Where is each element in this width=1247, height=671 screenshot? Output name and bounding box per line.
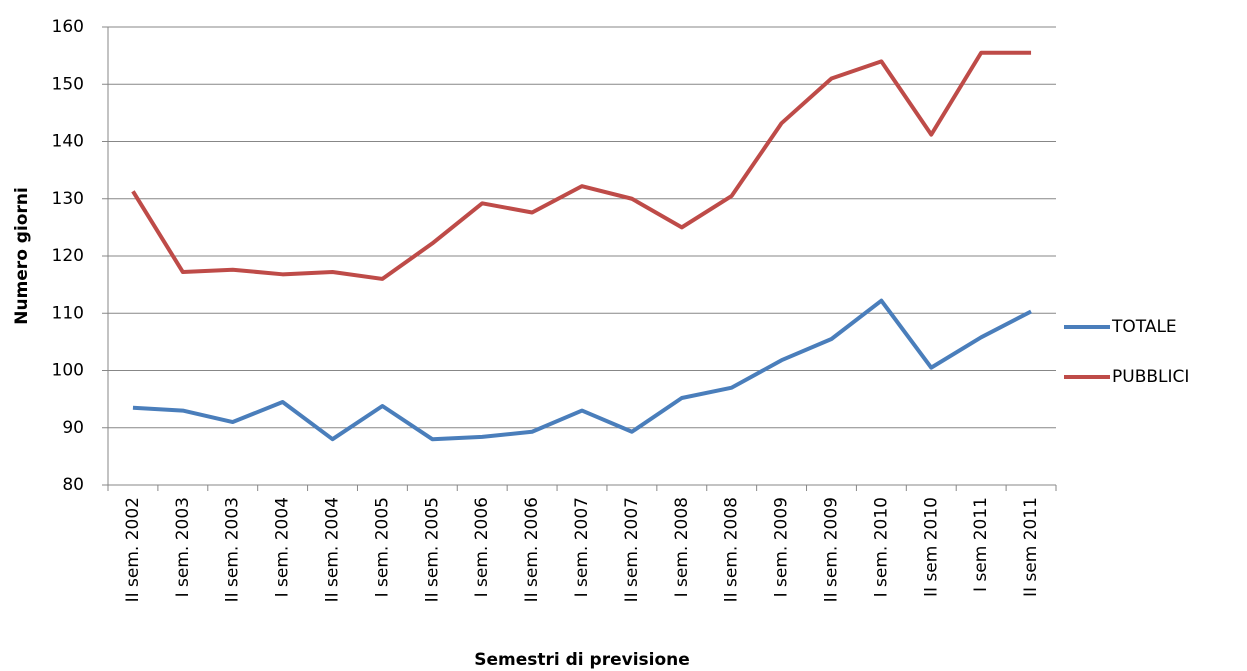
x-axis-title: Semestri di previsione	[474, 650, 690, 670]
y-tick-label: 130	[52, 189, 84, 209]
x-tick-label: I sem. 2006	[472, 497, 492, 597]
y-tick-label: 140	[52, 132, 84, 152]
x-tick-label: I sem. 2008	[672, 497, 692, 597]
y-axis-title: Numero giorni	[12, 187, 32, 325]
x-tick-label: II sem. 2003	[223, 497, 243, 602]
y-tick-label: 110	[52, 303, 84, 323]
x-tick-label: I sem. 2003	[173, 497, 193, 597]
x-tick-label: II sem. 2009	[821, 497, 841, 602]
y-tick-label: 80	[62, 475, 84, 495]
x-tick-label: I sem. 2010	[871, 497, 891, 597]
x-tick-label: I sem. 2005	[372, 497, 392, 597]
legend-label: TOTALE	[1111, 317, 1177, 337]
y-tick-label: 90	[62, 418, 84, 438]
x-tick-label: II sem. 2005	[422, 497, 442, 602]
series-line	[131, 50, 1032, 281]
x-tick-label: I sem. 2004	[273, 497, 293, 597]
x-tick-label: II sem 2011	[1021, 497, 1041, 597]
x-tick-label: I sem. 2007	[572, 497, 592, 597]
x-tick-label: II sem. 2002	[123, 497, 143, 602]
y-tick-label: 150	[52, 74, 84, 94]
x-tick-label: II sem. 2007	[622, 497, 642, 602]
series-line	[132, 298, 1032, 442]
y-tick-label: 160	[52, 17, 84, 37]
x-tick-label: II sem. 2006	[522, 497, 542, 602]
y-tick-label: 100	[52, 361, 84, 381]
y-tick-label: 120	[52, 246, 84, 266]
legend-label: PUBBLICI	[1112, 367, 1189, 387]
x-tick-label: II sem. 2004	[323, 497, 343, 602]
x-tick-label: I sem 2011	[971, 497, 991, 592]
x-tick-label: II sem 2010	[921, 497, 941, 597]
x-tick-label: I sem. 2009	[772, 497, 792, 597]
x-tick-label: II sem. 2008	[722, 497, 742, 602]
